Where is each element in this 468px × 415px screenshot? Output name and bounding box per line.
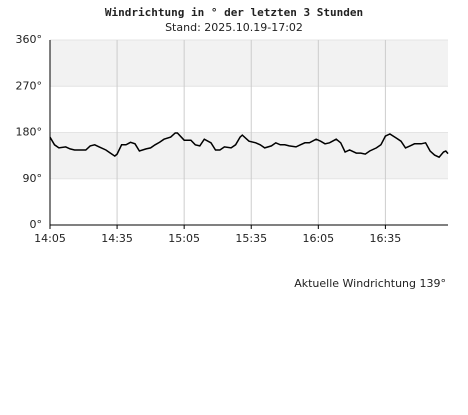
chart-subtitle: Stand: 2025.10.19-17:02: [165, 21, 303, 34]
y-tick-label: 360°: [16, 33, 43, 46]
chart-title: Windrichtung in ° der letzten 3 Stunden: [105, 6, 363, 19]
y-tick-label: 270°: [16, 79, 43, 92]
shaded-band: [50, 132, 448, 179]
x-tick-label: 14:35: [101, 232, 133, 245]
x-tick-label: 15:05: [168, 232, 200, 245]
y-tick-label: 0°: [30, 218, 43, 231]
data-line: [49, 132, 449, 159]
x-tick-label: 14:05: [34, 232, 66, 245]
annotation: Aktuelle Windrichtung 139°: [294, 277, 446, 290]
y-tick-label: 180°: [16, 126, 43, 139]
shaded-band: [50, 40, 448, 87]
x-tick-label: 15:35: [235, 232, 267, 245]
y-tick-label: 90°: [23, 172, 43, 185]
x-tick-label: 16:35: [370, 232, 402, 245]
x-tick-label: 16:05: [302, 232, 334, 245]
